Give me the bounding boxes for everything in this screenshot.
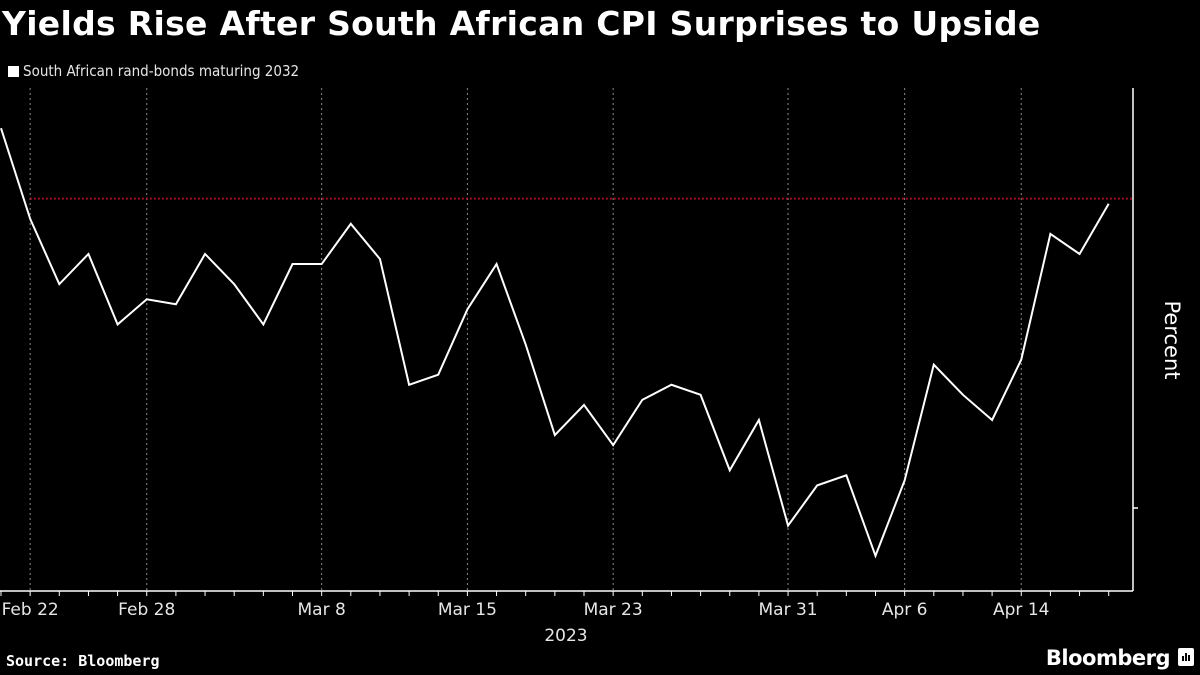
data-point [1079, 253, 1081, 255]
data-point [204, 253, 206, 255]
x-tick-label: Mar 31 [758, 600, 817, 620]
data-point [175, 303, 177, 305]
data-point [904, 479, 906, 481]
data-point [1020, 359, 1022, 361]
chart-title: Yields Rise After South African CPI Surp… [2, 4, 1041, 43]
data-point [583, 404, 585, 406]
data-point [87, 253, 89, 255]
legend-label: South African rand-bonds maturing 2032 [23, 62, 300, 80]
data-point [408, 384, 410, 386]
source-note: Source: Bloomberg [6, 652, 160, 670]
data-point [816, 484, 818, 486]
x-tick-label: Feb 28 [118, 600, 175, 620]
data-point [379, 258, 381, 260]
data-point [700, 394, 702, 396]
legend-swatch [8, 65, 19, 77]
data-point [466, 308, 468, 310]
data-point [321, 263, 323, 265]
data-point [758, 419, 760, 421]
x-tick-label: Apr 14 [993, 600, 1049, 620]
x-tick-label: Mar 8 [298, 600, 346, 620]
data-point [962, 394, 964, 396]
bloomberg-chart-icon [1178, 648, 1194, 666]
data-point [146, 298, 148, 300]
data-point [1108, 203, 1110, 205]
data-point [262, 323, 264, 325]
x-tick-label: Apr 6 [882, 600, 928, 620]
data-point [117, 323, 119, 325]
data-point [641, 399, 643, 401]
data-point [729, 469, 731, 471]
x-tick-label: Mar 15 [438, 600, 497, 620]
data-point [496, 263, 498, 265]
y-axis-label: Percent [1160, 300, 1184, 380]
data-point [58, 283, 60, 285]
x-tick-label: Feb 22 [2, 600, 59, 620]
data-point [787, 525, 789, 527]
bloomberg-logo: Bloomberg [1045, 646, 1171, 670]
data-point [292, 263, 294, 265]
data-point [991, 419, 993, 421]
axes [0, 88, 1138, 596]
legend: South African rand-bonds maturing 2032 [8, 62, 299, 80]
data-point [1049, 233, 1051, 235]
data-point [0, 127, 2, 129]
data-point [612, 444, 614, 446]
x-year-label: 2023 [544, 626, 587, 646]
data-point [875, 555, 877, 557]
data-point [670, 384, 672, 386]
gridlines [29, 88, 1022, 591]
data-point [554, 434, 556, 436]
data-point [350, 223, 352, 225]
data-points [0, 127, 1110, 557]
data-point [845, 474, 847, 476]
data-point [29, 218, 31, 220]
data-point [525, 344, 527, 346]
data-point [933, 364, 935, 366]
x-tick-label: Mar 23 [584, 600, 643, 620]
data-point [233, 283, 235, 285]
x-tick-labels: Feb 22 Feb 28 Mar 8 Mar 15 Mar 23 Mar 31 Apr 6… [2, 600, 1050, 620]
data-point [437, 374, 439, 376]
series-line-rand-bonds-2032 [0, 127, 1110, 559]
